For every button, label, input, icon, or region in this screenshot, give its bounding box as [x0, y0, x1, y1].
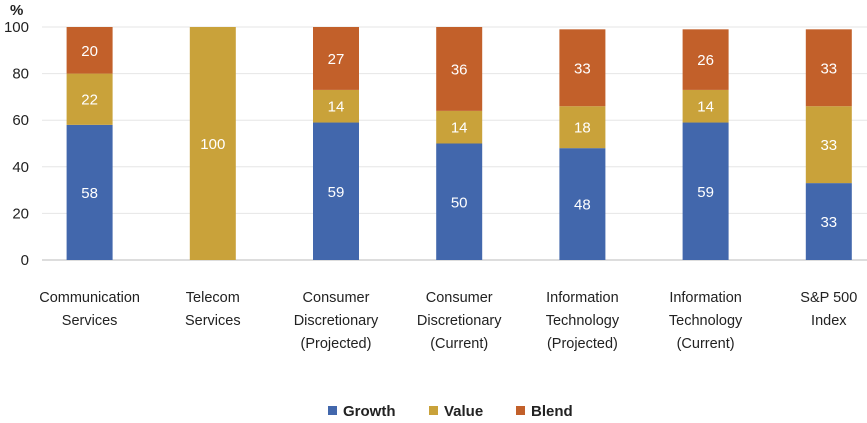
legend-swatch-blend — [516, 406, 525, 415]
bar-segment-blend — [805, 29, 852, 107]
category-label: Communication — [39, 290, 140, 306]
bar-segment-blend — [436, 27, 483, 111]
legend-swatch-value — [429, 406, 438, 415]
bar-segment-blend — [313, 27, 359, 90]
category-label: (Current) — [430, 336, 488, 352]
data-label: 33 — [820, 137, 837, 154]
category-label: Information — [546, 290, 619, 306]
y-tick-label: 60 — [12, 112, 29, 129]
bars — [66, 27, 852, 260]
bar-segment-growth — [66, 124, 113, 260]
legend-label-blend: Blend — [531, 403, 573, 420]
data-label: 59 — [328, 184, 345, 201]
category-label: Consumer — [426, 290, 493, 306]
category-label: Consumer — [303, 290, 370, 306]
category-label: Information — [669, 290, 742, 306]
bar-segment-growth — [682, 122, 729, 260]
bar-segment-value — [559, 106, 606, 149]
data-label: 50 — [451, 194, 468, 211]
category-label: (Projected) — [301, 336, 372, 352]
data-label: 14 — [697, 99, 714, 116]
bar-segment-value — [436, 110, 483, 144]
category-label: Services — [62, 313, 118, 329]
data-label: 18 — [574, 120, 591, 137]
y-axis-unit: % — [10, 2, 23, 19]
data-label: 48 — [574, 197, 591, 214]
bar-segment-value — [189, 27, 236, 260]
y-tick-label: 80 — [12, 66, 29, 83]
category-label: (Current) — [677, 336, 735, 352]
category-label: Discretionary — [417, 313, 502, 329]
legend-label-growth: Growth — [343, 403, 396, 420]
y-tick-label: 0 — [21, 252, 29, 269]
data-labels: 58 22 20 100 59 14 27 50 14 36 48 18 33 59 14 26 33 33 33 — [81, 43, 837, 231]
data-label: 36 — [451, 61, 468, 78]
category-label: S&P 500 — [800, 290, 857, 306]
data-label: 33 — [574, 60, 591, 77]
bar-segment-blend — [559, 29, 606, 107]
data-label: 33 — [820, 214, 837, 231]
data-label: 59 — [697, 184, 714, 201]
category-label: Telecom — [186, 290, 240, 306]
bar-segment-growth — [559, 148, 606, 260]
bar-segment-growth — [436, 143, 483, 260]
y-tick-label: 40 — [12, 159, 29, 176]
data-label: 26 — [697, 52, 714, 69]
category-label: Discretionary — [294, 313, 379, 329]
bar-segment-value — [313, 89, 359, 123]
category-label: Technology — [546, 313, 620, 329]
data-label: 14 — [451, 120, 468, 137]
category-labels: Communication Services Telecom Services Cons… — [39, 290, 857, 352]
bar-segment-value — [66, 73, 113, 125]
legend-label-value: Value — [444, 403, 483, 420]
category-label: (Projected) — [547, 336, 618, 352]
y-tick-label: 100 — [4, 19, 29, 36]
data-label: 33 — [820, 60, 837, 77]
category-label: Services — [185, 313, 241, 329]
data-label: 22 — [81, 92, 98, 109]
data-label: 14 — [328, 99, 345, 116]
bar-segment-growth — [805, 183, 852, 260]
bar-segment-blend — [66, 27, 113, 74]
data-label: 100 — [200, 136, 225, 153]
data-label: 27 — [328, 51, 345, 68]
y-tick-label: 20 — [12, 205, 29, 222]
data-label: 58 — [81, 185, 98, 202]
bar-segment-growth — [313, 122, 359, 260]
category-label: Index — [811, 313, 847, 329]
y-tick-labels: 0 20 40 60 80 100 — [4, 19, 29, 269]
bar-segment-value — [682, 89, 729, 123]
category-label: Technology — [669, 313, 743, 329]
legend: Growth Value Blend — [328, 403, 573, 420]
bar-segment-value — [805, 106, 852, 184]
legend-swatch-growth — [328, 406, 337, 415]
bar-segment-blend — [682, 29, 729, 90]
data-label: 20 — [81, 43, 98, 60]
